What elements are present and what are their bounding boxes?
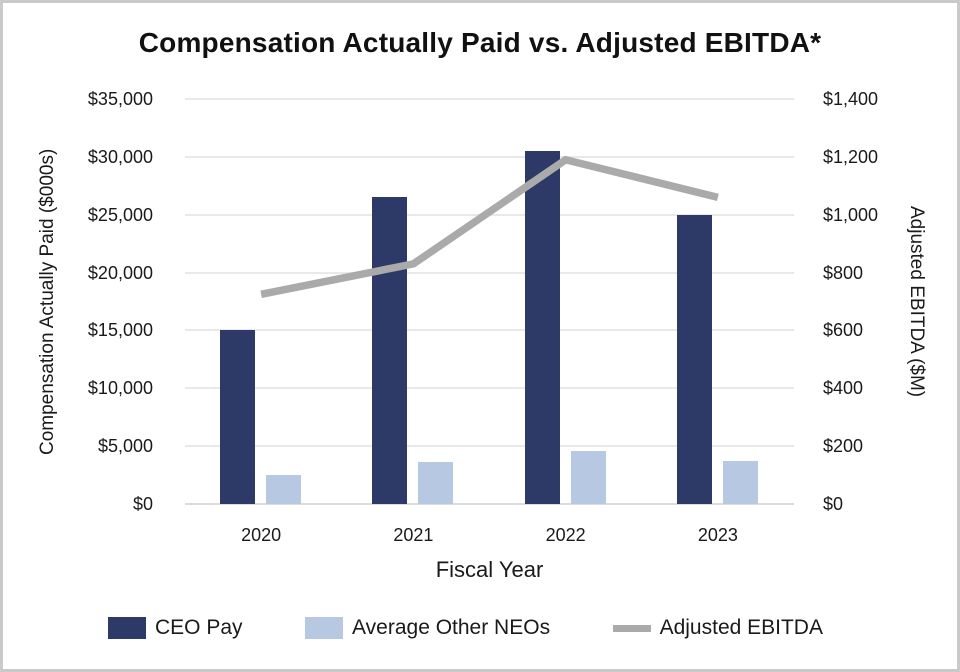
average-other-neos-swatch-icon	[305, 617, 344, 639]
right-tick-label: $200	[823, 436, 864, 457]
bar-ceo-pay-2021	[372, 197, 408, 504]
left-tick-label: $35,000	[87, 89, 153, 109]
x-tick-label: 2023	[697, 525, 738, 545]
legend-item-ceo-pay: CEO Pay	[108, 616, 243, 640]
left-tick-label: $25,000	[87, 204, 153, 225]
legend-item-adjusted-ebitda: Adjusted EBITDA	[612, 616, 823, 640]
adjusted-ebitda-line-swatch-icon	[612, 624, 651, 632]
left-tick-label: $15,000	[87, 320, 153, 341]
legend-label-ceo-pay: CEO Pay	[155, 616, 243, 639]
left-axis-ticks: $0 $5,000 $10,000 $15,000 $20,000 $25,000 $30,…	[3, 89, 153, 514]
gridline	[185, 98, 794, 100]
x-axis-ticks: 2020 2021 2022 2023	[185, 525, 794, 547]
legend-label-average-other-neos: Average Other NEOs	[352, 616, 551, 639]
right-tick-label: $400	[823, 378, 864, 399]
gridline	[185, 387, 794, 390]
right-tick-label: $0	[823, 494, 844, 514]
right-axis-title: Adjusted EBITDA ($M)	[906, 205, 927, 398]
left-tick-label: $30,000	[87, 146, 153, 167]
gridline	[185, 503, 794, 505]
gridline	[185, 271, 794, 274]
x-axis-title: Fiscal Year	[435, 557, 544, 582]
legend: CEO Pay Average Other NEOs Adjusted EBIT…	[108, 613, 823, 643]
bar-ceo-pay-2020	[220, 330, 256, 504]
left-tick-label: $0	[132, 494, 153, 514]
right-tick-label: $1,400	[823, 89, 879, 109]
gridline	[185, 329, 794, 332]
x-tick-label: 2020	[241, 525, 282, 545]
chart-title: Compensation Actually Paid vs. Adjusted …	[138, 27, 822, 58]
right-tick-label: $600	[823, 320, 864, 341]
left-tick-label: $20,000	[87, 262, 153, 283]
x-tick-label: 2022	[545, 525, 586, 545]
plot-area	[185, 98, 794, 505]
legend-item-average-other-neos: Average Other NEOs	[305, 616, 550, 640]
bar-average-other-neos-2022	[570, 450, 606, 504]
bar-average-other-neos-2023	[722, 461, 758, 504]
left-tick-label: $5,000	[97, 436, 153, 457]
bar-average-other-neos-2020	[266, 475, 302, 504]
right-tick-label: $1,200	[823, 146, 879, 167]
adjusted-ebitda-line	[260, 155, 719, 298]
right-axis-ticks: $0 $200 $400 $600 $800 $1,000 $1,200 $1,400	[823, 89, 953, 514]
right-tick-label: $800	[823, 262, 864, 283]
ceo-pay-swatch-icon	[108, 617, 146, 639]
legend-label-adjusted-ebitda: Adjusted EBITDA	[659, 616, 823, 639]
gridline	[185, 445, 794, 448]
bar-average-other-neos-2021	[418, 462, 454, 504]
bar-ceo-pay-2023	[676, 214, 712, 504]
x-tick-label: 2021	[393, 525, 434, 545]
right-tick-label: $1,000	[823, 204, 879, 225]
left-tick-label: $10,000	[87, 378, 153, 399]
bar-ceo-pay-2022	[524, 151, 560, 504]
gridline	[185, 155, 794, 158]
